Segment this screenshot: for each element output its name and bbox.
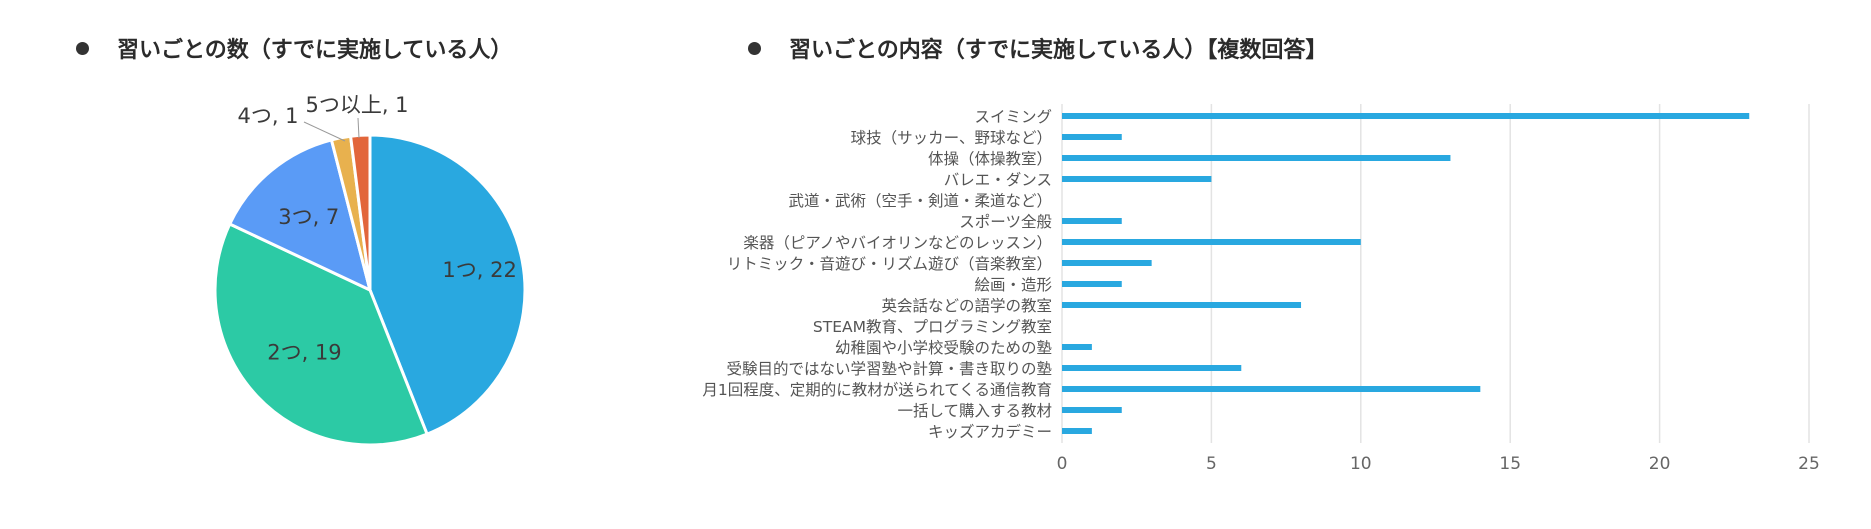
bar-rect bbox=[1062, 365, 1242, 371]
pie-chart-title: 習いごとの数（すでに実施している人） bbox=[76, 32, 512, 64]
y-category-label: スイミング bbox=[974, 108, 1052, 126]
bar-rect bbox=[1062, 134, 1122, 140]
pie-chart-title-text: 習いごとの数（すでに実施している人） bbox=[117, 38, 513, 63]
x-tick-label: 0 bbox=[1057, 454, 1068, 474]
pie-slice bbox=[227, 138, 373, 293]
y-category-label: 武道・武術（空手・剣道・柔道など） bbox=[788, 192, 1052, 210]
bar-rect bbox=[1062, 407, 1122, 413]
y-category-label: バレエ・ダンス bbox=[944, 171, 1052, 189]
bar-rect bbox=[1062, 176, 1212, 182]
x-tick-label: 20 bbox=[1649, 454, 1671, 474]
y-category-label: 一括して購入する教材 bbox=[897, 402, 1052, 420]
x-tick-label: 15 bbox=[1499, 454, 1521, 474]
bullet-icon bbox=[748, 41, 761, 55]
x-tick-label: 10 bbox=[1350, 454, 1372, 474]
bar-rect bbox=[1062, 113, 1750, 119]
y-category-label: 月1回程度、定期的に教材が送られてくる通信教育 bbox=[702, 381, 1052, 399]
y-category-label: スポーツ全般 bbox=[959, 213, 1052, 231]
y-category-label: 球技（サッカー、野球など） bbox=[851, 129, 1052, 147]
y-category-label: 絵画・造形 bbox=[974, 276, 1052, 294]
bar-rect bbox=[1062, 239, 1361, 245]
bar-rect bbox=[1062, 281, 1122, 287]
bar-chart-title-text: 習いごとの内容（すでに実施している人）【複数回答】 bbox=[789, 38, 1328, 63]
bar-rect bbox=[1062, 344, 1092, 350]
bullet-icon bbox=[76, 41, 89, 55]
bar-rect bbox=[1062, 155, 1451, 161]
pie-slice-label: 2つ, 19 bbox=[267, 341, 341, 365]
y-category-label: 受験目的ではない学習塾や計算・書き取りの塾 bbox=[726, 359, 1052, 378]
pie-slice bbox=[368, 133, 527, 437]
y-category-label: 幼稚園や小学校受験のための塾 bbox=[835, 339, 1052, 357]
bar-chart-title: 習いごとの内容（すでに実施している人）【複数回答】 bbox=[748, 32, 1327, 64]
pie-slice-label: 4つ, 1 bbox=[237, 104, 298, 128]
y-category-label: 体操（体操教室） bbox=[928, 150, 1052, 168]
y-category-label: 楽器（ピアノやバイオリンなどのレッスン） bbox=[743, 234, 1052, 252]
pie-leader-line bbox=[303, 121, 346, 142]
y-category-label: リトミック・音遊び・リズム遊び（音楽教室） bbox=[727, 255, 1052, 273]
bar-rect bbox=[1062, 386, 1481, 392]
bar-rect bbox=[1062, 428, 1092, 434]
pie-slice bbox=[213, 222, 430, 447]
y-category-label: キッズアカデミー bbox=[928, 422, 1052, 441]
bar-rect bbox=[1062, 302, 1302, 308]
pie-slice bbox=[348, 133, 372, 291]
pie-chart: 1つ, 22 2つ, 19 3つ, 7 4つ, 1 5つ以上, 1 bbox=[213, 93, 527, 447]
y-category-label: STEAM教育、プログラミング教室 bbox=[813, 318, 1052, 336]
y-category-label: 英会話などの語学の教室 bbox=[881, 297, 1052, 315]
pie-slice-label: 3つ, 7 bbox=[278, 205, 339, 229]
x-tick-label: 25 bbox=[1798, 454, 1820, 474]
pie-slice-label: 1つ, 22 bbox=[442, 258, 516, 282]
pie-leader-line bbox=[357, 117, 360, 139]
x-tick-label: 5 bbox=[1206, 454, 1217, 474]
pie-slice-label: 5つ以上, 1 bbox=[305, 93, 408, 117]
bar-rect bbox=[1062, 218, 1122, 224]
bar-rect bbox=[1062, 260, 1152, 266]
